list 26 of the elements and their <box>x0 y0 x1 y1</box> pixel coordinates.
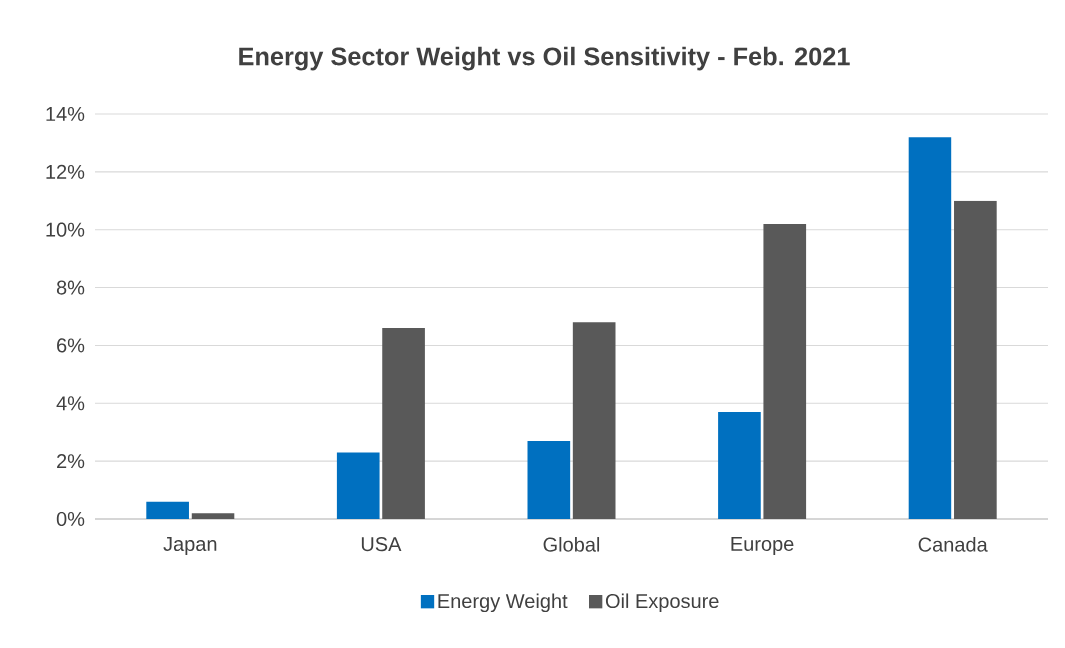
bar <box>382 328 425 519</box>
y-tick-label: 0% <box>56 511 85 527</box>
y-tick-label: 2% <box>57 454 85 469</box>
y-tick-label: 12% <box>46 164 85 179</box>
bar <box>908 137 952 519</box>
x-tick-label: USA <box>361 537 402 552</box>
bar <box>527 440 571 519</box>
y-tick-label: 14% <box>46 107 85 121</box>
y-tick-label: 8% <box>56 280 85 295</box>
x-tick-label: Global <box>543 537 600 552</box>
bar <box>572 322 616 519</box>
bar <box>763 223 807 519</box>
bar <box>336 452 380 519</box>
x-tick-label: Japan <box>163 537 217 555</box>
bar <box>146 501 189 519</box>
x-tick-label: Europe <box>731 537 794 555</box>
x-tick-label: Canada <box>918 537 988 552</box>
y-tick-label: 6% <box>57 338 85 353</box>
bar <box>954 200 997 519</box>
chart-title: Energy Sector Weight vs Oil Sensitivity - Feb. 2021 <box>239 46 850 71</box>
legend-label: Energy Weight <box>438 593 568 613</box>
legend-label: Oil Exposure <box>605 593 719 613</box>
bar <box>718 411 761 519</box>
y-tick-label: 10% <box>46 222 85 237</box>
y-tick-label: 4% <box>56 396 85 411</box>
bar <box>191 513 235 519</box>
